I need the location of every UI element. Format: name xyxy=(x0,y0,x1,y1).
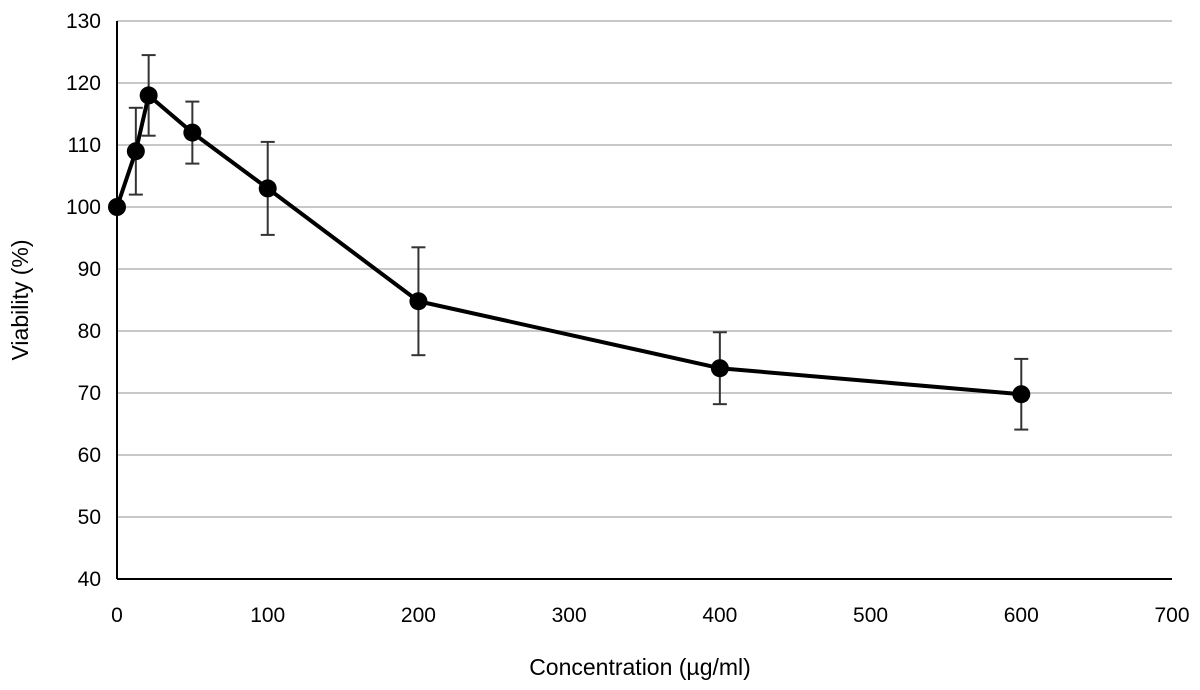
data-point xyxy=(710,359,729,378)
x-tick-label: 100 xyxy=(250,604,285,627)
y-tick-label: 120 xyxy=(66,72,101,95)
data-point xyxy=(409,292,428,311)
data-point xyxy=(139,86,158,105)
x-tick-label: 0 xyxy=(111,604,123,627)
x-tick-label: 300 xyxy=(552,604,587,627)
x-tick-label: 400 xyxy=(702,604,737,627)
y-tick-label: 70 xyxy=(78,382,101,405)
y-tick-label: 50 xyxy=(78,506,101,529)
y-tick-label: 90 xyxy=(78,258,101,281)
y-tick-label: 110 xyxy=(68,134,101,157)
data-point xyxy=(126,142,145,161)
x-axis-title: Concentration (µg/ml) xyxy=(529,654,751,680)
data-point xyxy=(108,198,126,216)
series-line-path xyxy=(115,93,1022,397)
y-tick-label: 130 xyxy=(66,10,101,33)
x-tick-label: 200 xyxy=(401,604,436,627)
y-tick-label: 60 xyxy=(78,444,101,467)
data-point xyxy=(183,123,202,142)
y-axis-title: Viability (%) xyxy=(7,240,33,361)
x-tick-label: 600 xyxy=(1004,604,1039,627)
tick-labels: 40 50 60 70 80 90 100 110 120 130 0 100 200 300 400 500… xyxy=(66,10,1190,627)
data-point xyxy=(258,179,277,198)
x-tick-label: 700 xyxy=(1154,604,1189,627)
axes xyxy=(116,21,1172,580)
data-markers xyxy=(108,86,1031,404)
x-tick-label: 500 xyxy=(853,604,888,627)
y-tick-label: 40 xyxy=(78,568,101,591)
y-tick-label: 80 xyxy=(78,320,101,343)
data-point xyxy=(1012,385,1031,404)
y-tick-label: 100 xyxy=(66,196,101,219)
series-line xyxy=(115,93,1022,397)
